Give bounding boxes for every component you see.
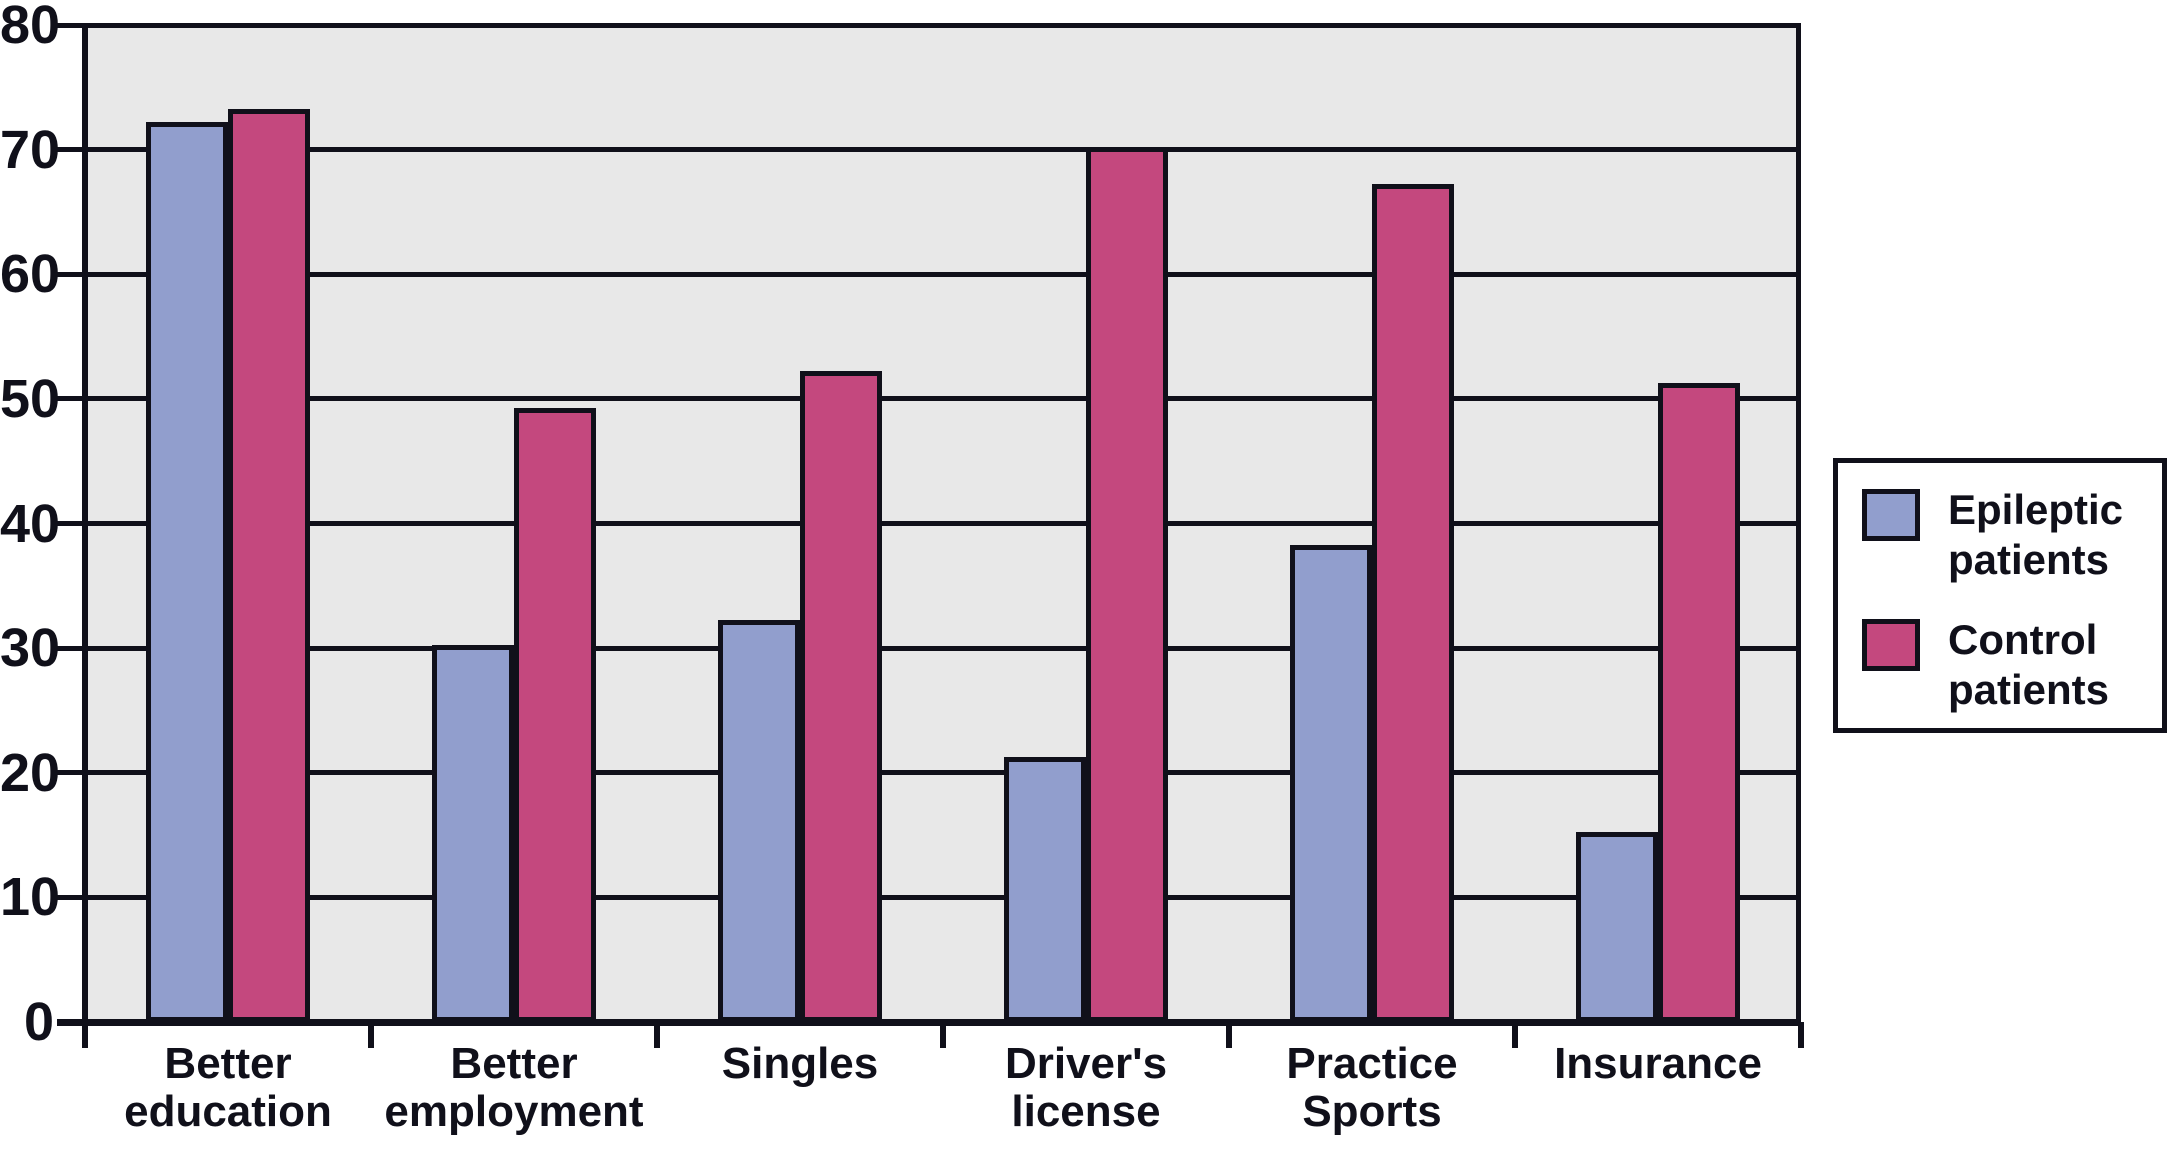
x-category-label-line: Singles xyxy=(721,1039,879,1088)
y-axis-label-40: 40 xyxy=(0,493,61,554)
x-tick-3 xyxy=(940,1022,946,1048)
legend-swatch-control xyxy=(1862,619,1920,671)
gridline-60 xyxy=(85,271,1801,277)
x-tick-0 xyxy=(82,1022,88,1048)
gridline-80 xyxy=(85,22,1801,28)
y-axis-label-30: 30 xyxy=(0,618,61,679)
gridline-30 xyxy=(85,645,1801,651)
gridline-70 xyxy=(85,147,1801,153)
x-category-label-line: employment xyxy=(384,1087,644,1136)
bar-control-patients-singles xyxy=(800,370,882,1022)
legend-label-control: Control patients xyxy=(1948,615,2109,715)
gridline-10 xyxy=(85,894,1801,900)
y-axis-label-10: 10 xyxy=(0,867,61,928)
bar-control-patients-practice-sports xyxy=(1372,184,1454,1022)
legend-label-line: Epileptic xyxy=(1948,486,2124,533)
y-axis-label-50: 50 xyxy=(0,368,61,429)
y-axis-label-60: 60 xyxy=(0,244,61,305)
x-category-label-insurance: Insurance xyxy=(1515,1040,1801,1088)
bar-epileptic-patients-driver-s-license xyxy=(1004,757,1086,1022)
x-tick-6 xyxy=(1798,1022,1804,1048)
y-tick-50 xyxy=(57,396,85,402)
bar-control-patients-insurance xyxy=(1658,383,1740,1022)
y-axis-label-20: 20 xyxy=(0,742,61,803)
x-category-label-singles: Singles xyxy=(657,1040,943,1088)
bar-epileptic-patients-insurance xyxy=(1576,832,1658,1022)
bar-epileptic-patients-better-employment xyxy=(432,645,514,1022)
legend-label-line: patients xyxy=(1948,666,2110,713)
y-tick-80 xyxy=(57,22,85,28)
y-axis-line xyxy=(82,25,88,1040)
x-category-label-line: Sports xyxy=(1302,1087,1442,1136)
legend-item-control: Control patients xyxy=(1862,615,2162,715)
bar-control-patients-better-education xyxy=(228,109,310,1022)
bar-epileptic-patients-better-education xyxy=(146,121,228,1022)
legend-swatch-epileptic xyxy=(1862,489,1920,541)
y-axis-label-70: 70 xyxy=(0,119,61,180)
x-tick-4 xyxy=(1226,1022,1232,1048)
bar-control-patients-better-employment xyxy=(514,408,596,1022)
x-tick-2 xyxy=(654,1022,660,1048)
y-tick-10 xyxy=(57,894,85,900)
x-category-label-better-employment: Better employment xyxy=(371,1040,657,1136)
y-tick-20 xyxy=(57,770,85,776)
legend: Epileptic patients Control patients xyxy=(1833,458,2167,733)
x-category-label-line: education xyxy=(124,1087,332,1136)
x-category-label-line: Better xyxy=(164,1039,292,1088)
x-category-label-practice-sports: Practice Sports xyxy=(1229,1040,1515,1136)
gridline-50 xyxy=(85,396,1801,402)
legend-label-line: Control xyxy=(1948,616,2098,663)
legend-label-epileptic: Epileptic patients xyxy=(1948,485,2123,585)
x-category-label-better-education: Better education xyxy=(85,1040,371,1136)
y-tick-60 xyxy=(57,271,85,277)
bar-control-patients-driver-s-license xyxy=(1086,146,1168,1022)
plot-right-border xyxy=(1796,25,1801,1022)
x-category-label-line: license xyxy=(1011,1087,1161,1136)
x-category-label-line: Driver's xyxy=(1004,1039,1168,1088)
y-axis-label-0: 0 xyxy=(23,992,54,1052)
y-axis-label-80: 80 xyxy=(0,0,61,55)
bar-epileptic-patients-practice-sports xyxy=(1290,545,1372,1022)
legend-item-epileptic: Epileptic patients xyxy=(1862,485,2162,585)
x-category-label-line: Insurance xyxy=(1554,1039,1762,1088)
y-tick-30 xyxy=(57,645,85,651)
bar-epileptic-patients-singles xyxy=(718,620,800,1022)
gridline-20 xyxy=(85,770,1801,776)
x-category-label-driver-s-license: Driver's license xyxy=(943,1040,1229,1136)
x-axis-line xyxy=(57,1019,1801,1026)
x-tick-5 xyxy=(1512,1022,1518,1048)
plot-area xyxy=(85,22,1801,1022)
x-category-label-line: Better xyxy=(450,1039,578,1088)
legend-label-line: patients xyxy=(1948,536,2110,583)
x-category-label-line: Practice xyxy=(1286,1039,1458,1088)
y-tick-40 xyxy=(57,521,85,526)
gridline-40 xyxy=(85,521,1801,526)
y-tick-70 xyxy=(57,147,85,153)
x-tick-1 xyxy=(368,1022,374,1048)
